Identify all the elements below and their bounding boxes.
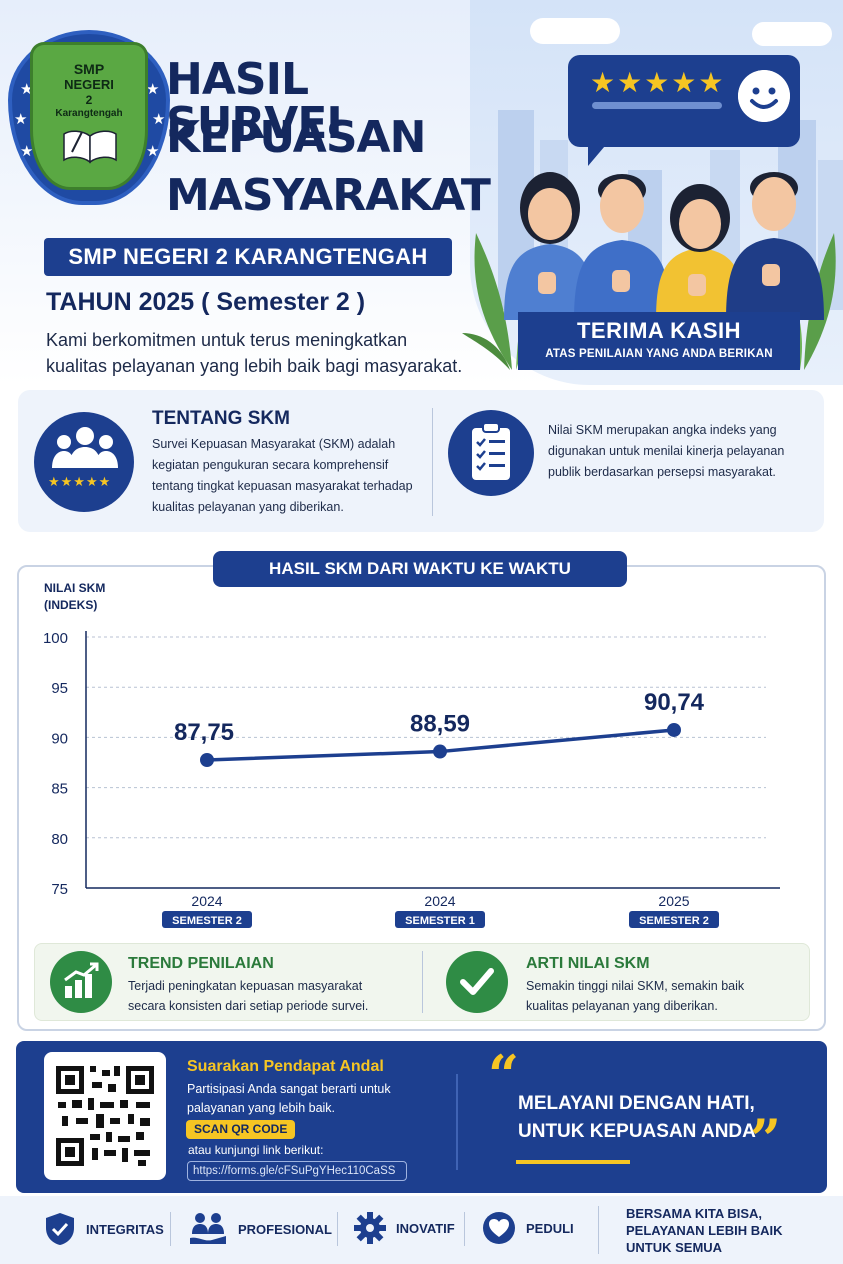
value-separator [337, 1212, 338, 1246]
value-label: PEDULI [526, 1220, 574, 1236]
people-thumbs-up-illustration [504, 172, 824, 320]
bubble-text-line [592, 102, 722, 109]
core-values-bar [0, 1196, 843, 1264]
badge-text-place: Karangtengah [55, 108, 123, 119]
badge-text-smp: SMP [73, 61, 105, 77]
value-separator [598, 1206, 599, 1254]
cloud-decoration [530, 18, 620, 44]
five-star-icon: ★★★★★ [48, 474, 112, 489]
skm-index-description: Nilai SKM merupakan angka indeks yang di… [548, 423, 785, 479]
badge-text-negeri: NEGERI [64, 77, 114, 92]
value-label: PROFESIONAL [238, 1221, 332, 1237]
thank-you-banner: TERIMA KASIH ATAS PENILAIAN YANG ANDA BE… [518, 312, 800, 370]
survey-period: TAHUN 2025 ( Semester 2 ) [46, 288, 366, 316]
visit-link-label: atau kunjungi link berikut: [188, 1143, 324, 1157]
info-card-divider [422, 951, 423, 1013]
check-icon-circle [446, 951, 508, 1013]
badge-star-icon: ★ [152, 111, 166, 128]
page-title-line-1: HASIL SURVEI [166, 54, 343, 149]
value-peduli: PEDULI [482, 1212, 574, 1244]
feedback-divider [456, 1074, 458, 1170]
cloud-decoration [752, 22, 832, 46]
about-title: TENTANG SKM [152, 408, 290, 429]
people-group-icon [52, 427, 118, 468]
closing-line-3: UNTUK SEMUA [626, 1240, 723, 1255]
badge-star-icon: ★ [20, 143, 34, 160]
school-logo-shield [30, 42, 148, 190]
slogan-line-1: MELAYANI DENGAN HATI, [518, 1093, 755, 1114]
close-quote-icon: ” [750, 1107, 782, 1171]
slogan-line-2: UNTUK KEPUASAN ANDA [518, 1121, 756, 1142]
y-axis-title-line-2: (INDEKS) [44, 598, 98, 612]
badge-star-icon: ★ [146, 81, 160, 98]
feedback-title: Suarakan Pendapat Andal [187, 1058, 384, 1075]
closing-line-2: PELAYANAN LEBIH BAIK [626, 1223, 783, 1238]
value-separator [170, 1212, 171, 1246]
trend-text: Terjadi peningkatan kepuasan masyarakat … [128, 979, 369, 1013]
shield-check-icon [46, 1213, 74, 1245]
value-profesional: PROFESIONAL [188, 1212, 332, 1246]
open-quote-icon: “ [488, 1043, 520, 1107]
gear-icon [354, 1212, 386, 1244]
about-divider [432, 408, 433, 516]
slogan-underline [516, 1160, 630, 1164]
meaning-title: ARTI NILAI SKM [526, 955, 650, 972]
y-axis-title-line-1: NILAI SKM [44, 581, 106, 595]
bar-chart-growth-icon [64, 962, 99, 998]
qr-code[interactable] [44, 1052, 166, 1180]
slogan: MELAYANI DENGAN HATI, UNTUK KEPUASAN AND… [518, 1090, 756, 1146]
school-name-banner: SMP NEGERI 2 KARANGTENGAH [44, 238, 452, 276]
open-book-icon [63, 130, 117, 164]
qr-code-icon [56, 1066, 154, 1166]
page-title-line-3: MASYARAKAT [166, 170, 491, 221]
chart-title: HASIL SKM DARI WAKTU KE WAKTU [213, 551, 627, 587]
badge-star-icon: ★ [14, 111, 28, 128]
value-separator [464, 1212, 465, 1246]
heart-icon [483, 1212, 515, 1244]
survey-link[interactable]: https://forms.gle/cFSuPgYHec110CaSS [187, 1161, 407, 1181]
scan-qr-badge: SCAN QR CODE [186, 1120, 296, 1139]
smiley-face-icon [738, 70, 790, 122]
speech-bubble-tail [588, 140, 610, 166]
five-star-rating-icon: ★★★★★ [590, 67, 726, 98]
clipboard-checklist-icon [472, 422, 510, 480]
thank-you-subtitle: ATAS PENILAIAN YANG ANDA BERIKAN [545, 348, 773, 360]
value-inovatif: INOVATIF [354, 1212, 455, 1244]
feedback-text: Partisipasi Anda sangat berarti untuk pa… [187, 1082, 391, 1115]
about-description: Survei Kepuasan Masyarakat (SKM) adalah … [152, 437, 413, 514]
badge-star-icon: ★ [146, 143, 160, 160]
meaning-text: Semakin tinggi nilai SKM, semakin baik k… [526, 979, 745, 1013]
closing-statement: BERSAMA KITA BISA, PELAYANAN LEBIH BAIK … [626, 1205, 783, 1256]
checkmark-icon [460, 968, 494, 995]
helping-hands-icon [190, 1213, 226, 1244]
value-integritas: INTEGRITAS [44, 1212, 164, 1246]
thank-you-title: TERIMA KASIH [576, 318, 742, 343]
intro-text: Kami berkomitmen untuk terus meningkatka… [46, 330, 463, 376]
badge-text-number: 2 [85, 93, 93, 107]
closing-line-1: BERSAMA KITA BISA, [626, 1206, 763, 1221]
value-label: INOVATIF [396, 1220, 455, 1236]
value-label: INTEGRITAS [86, 1221, 164, 1237]
page-title-line-2: KEPUASAN [166, 112, 426, 163]
about-skm-card [18, 390, 824, 532]
y-axis-title: NILAI SKM (INDEKS) [44, 580, 105, 614]
trend-title: TREND PENILAIAN [128, 955, 274, 972]
